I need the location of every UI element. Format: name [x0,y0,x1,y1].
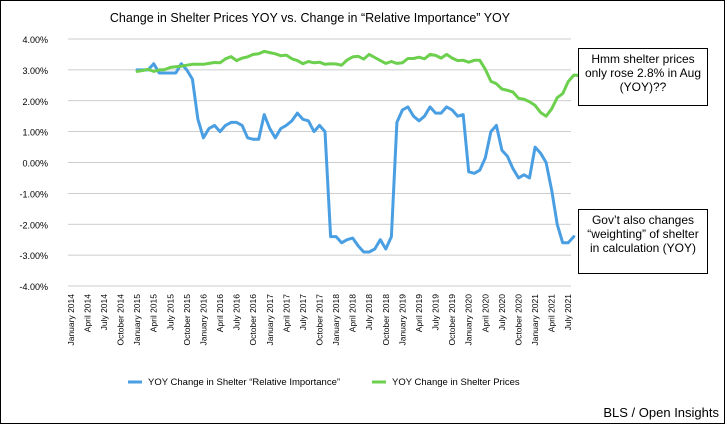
x-tick-label: October 2020 [513,294,523,346]
x-tick-label: October 2017 [315,294,325,346]
source-credit: BLS / Open Insights [603,405,719,420]
annotation-weighting: Gov’t also changes “weighting” of shelte… [578,209,708,274]
annotation-shelter-prices: Hmm shelter prices only rose 2.8% in Aug… [578,48,708,106]
x-tick-label: July 2019 [431,294,441,331]
x-tick-label: January 2017 [265,294,275,346]
x-tick-label: July 2020 [497,294,507,331]
x-tick-label: January 2014 [66,294,76,346]
x-tick-label: January 2021 [530,294,540,346]
x-axis-ticks: January 2014 April 2014 July 2014 October 2… [66,294,573,346]
x-tick-label: April 2020 [480,294,490,333]
x-tick-label: January 2016 [198,294,208,346]
x-tick-label: April 2018 [348,294,358,333]
x-tick-label: April 2019 [414,294,424,333]
y-tick-label: 1.00% [22,128,48,138]
x-tick-label: April 2014 [82,294,92,333]
y-tick-label: 4.00% [22,35,48,45]
x-tick-label: October 2016 [248,294,258,346]
x-tick-label: October 2018 [381,294,391,346]
x-tick-label: April 2016 [215,294,225,333]
x-tick-label: October 2014 [116,294,126,346]
y-tick-label: -4.00% [19,282,48,292]
x-tick-label: October 2015 [182,294,192,346]
chart-title: Change in Shelter Prices YOY vs. Change … [110,11,511,25]
y-tick-label: 2.00% [22,97,48,107]
y-axis-ticks: 4.00% 3.00% 2.00% 1.00% 0.00% -1.00% -2.00% -3.… [19,35,48,292]
y-tick-label: -1.00% [19,189,48,199]
y-tick-label: -3.00% [19,251,48,261]
legend-label-2: YOY Change in Shelter Prices [392,377,520,388]
x-tick-label: October 2019 [447,294,457,346]
x-tick-label: January 2019 [397,294,407,346]
x-tick-label: July 2016 [232,294,242,331]
series-lines [135,49,581,254]
series-line-2 [135,49,581,118]
series-line-1 [135,62,576,254]
x-tick-label: July 2018 [364,294,374,331]
x-tick-label: January 2018 [331,294,341,346]
x-tick-label: April 2015 [149,294,159,333]
x-tick-label: April 2021 [547,294,557,333]
x-tick-label: January 2020 [464,294,474,346]
x-tick-label: July 2017 [298,294,308,331]
x-tick-label: July 2014 [99,294,109,331]
x-tick-label: July 2015 [165,294,175,331]
x-tick-label: January 2015 [132,294,142,346]
x-tick-label: April 2017 [281,294,291,333]
legend: YOY Change in Shelter “Relative Importan… [128,377,520,388]
legend-label-1: YOY Change in Shelter “Relative Importan… [148,377,340,388]
y-tick-label: 0.00% [22,159,48,169]
x-tick-label: July 2021 [563,294,573,331]
gridlines [68,38,571,287]
y-tick-label: 3.00% [22,66,48,76]
y-tick-label: -2.00% [19,220,48,230]
